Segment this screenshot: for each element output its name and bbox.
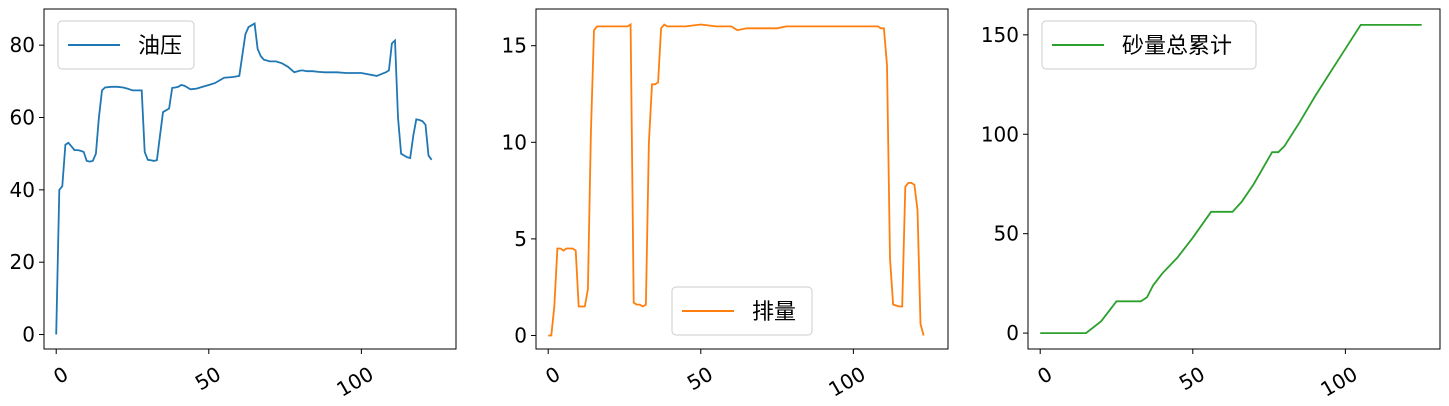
y-tick-label: 0 [1006,321,1019,345]
chart-oil-pressure: 0 20 40 60 80 0 50 100 油压 [10,8,457,402]
legend-label: 砂量总累计 [1122,34,1232,59]
y-tick-label: 40 [10,178,35,202]
y-tick-label: 10 [502,130,527,154]
x-tick-label: 100 [824,362,869,402]
series-line-sand-cumulative [1040,24,1422,334]
plot-frame [1027,8,1441,350]
legend-box [1041,20,1257,70]
y-tick-label: 0 [22,323,35,347]
y-tick-label: 50 [994,222,1019,246]
plot-frame [43,8,457,350]
chart-sand-cumulative: 0 50 100 150 0 50 100 砂量总累计 [981,8,1441,402]
legend-label: 油压 [138,34,182,59]
x-tick-label: 50 [191,362,225,396]
legend-box [57,20,195,70]
tick-layer: 0 50 100 150 0 50 100 [981,23,1362,402]
legend-label: 排量 [752,300,796,325]
y-tick-label: 150 [981,23,1019,47]
x-tick-label: 100 [1316,362,1361,402]
legend-box [671,286,813,336]
x-tick-label: 50 [683,362,717,396]
legend: 油压 [57,20,195,70]
x-tick-label: 0 [541,362,564,389]
y-tick-label: 15 [502,34,527,58]
plot-frame [535,8,949,350]
y-tick-label: 60 [10,106,35,130]
x-tick-label: 100 [332,362,377,402]
tick-layer: 0 5 10 15 0 50 100 [502,34,870,402]
y-tick-label: 80 [10,33,35,57]
chart-displacement: 0 5 10 15 0 50 100 排量 [502,8,949,402]
x-tick-label: 0 [1033,362,1056,389]
y-tick-label: 0 [514,323,527,347]
x-tick-label: 50 [1175,362,1209,396]
series-line-displacement [548,22,925,337]
legend: 砂量总累计 [1041,20,1257,70]
y-tick-label: 20 [10,250,35,274]
legend: 排量 [671,286,813,336]
x-tick-label: 0 [49,362,72,389]
series-line-oil-pressure [55,22,433,335]
y-tick-label: 100 [981,122,1019,146]
y-tick-label: 5 [514,227,527,251]
